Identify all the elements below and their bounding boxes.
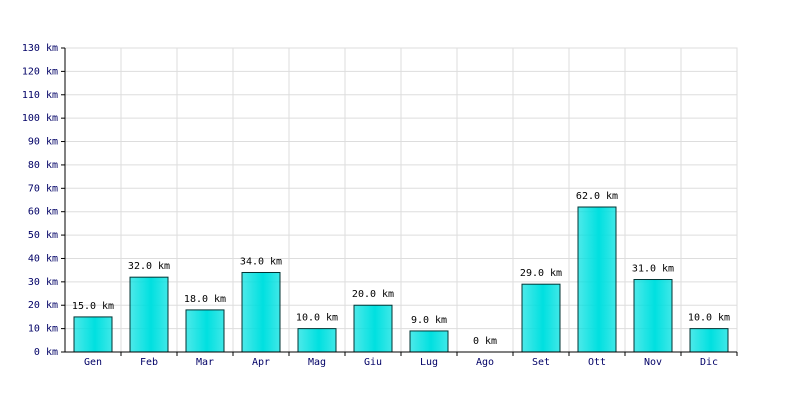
x-tick-label: Ago <box>476 357 494 368</box>
y-tick-label: 60 km <box>28 207 58 218</box>
bar <box>633 279 673 353</box>
value-label: 34.0 km <box>240 256 282 267</box>
y-tick-label: 130 km <box>22 43 58 54</box>
x-tick-label: Apr <box>252 357 270 368</box>
value-label: 20.0 km <box>352 289 394 300</box>
bar <box>129 276 169 353</box>
bar <box>577 206 617 353</box>
bar <box>185 309 225 353</box>
x-tick-label: Ott <box>588 357 606 368</box>
y-tick-label: 80 km <box>28 160 58 171</box>
bar <box>689 328 729 353</box>
y-tick-label: 0 km <box>34 347 58 358</box>
value-label: 29.0 km <box>520 268 562 279</box>
x-tick-label: Mag <box>308 357 326 368</box>
value-label: 31.0 km <box>632 264 674 275</box>
x-tick-label: Feb <box>140 357 158 368</box>
value-label: 15.0 km <box>72 301 114 312</box>
y-tick-label: 110 km <box>22 90 58 101</box>
y-tick-label: 50 km <box>28 230 58 241</box>
y-tick-label: 40 km <box>28 253 58 264</box>
y-tick-label: 120 km <box>22 66 58 77</box>
bar <box>297 328 337 353</box>
value-label: 18.0 km <box>184 294 226 305</box>
x-tick-label: Dic <box>700 357 718 368</box>
value-label: 10.0 km <box>296 313 338 324</box>
x-tick-label: Mar <box>196 357 214 368</box>
x-tick-label: Lug <box>420 357 438 368</box>
y-tick-label: 30 km <box>28 277 58 288</box>
bar <box>409 330 449 353</box>
y-tick-label: 20 km <box>28 300 58 311</box>
bar <box>353 304 393 353</box>
bar <box>521 283 561 353</box>
y-tick-label: 70 km <box>28 183 58 194</box>
bar <box>241 271 281 353</box>
x-tick-label: Giu <box>364 357 382 368</box>
x-tick-label: Gen <box>84 357 102 368</box>
value-label: 0 km <box>473 336 497 347</box>
value-label: 32.0 km <box>128 261 170 272</box>
value-label: 10.0 km <box>688 313 730 324</box>
value-label: 62.0 km <box>576 191 618 202</box>
x-tick-label: Set <box>532 357 550 368</box>
value-label: 9.0 km <box>411 315 447 326</box>
bar <box>73 316 113 353</box>
y-tick-label: 100 km <box>22 113 58 124</box>
x-tick-label: Nov <box>644 357 662 368</box>
y-tick-label: 90 km <box>28 137 58 148</box>
y-tick-label: 10 km <box>28 324 58 335</box>
